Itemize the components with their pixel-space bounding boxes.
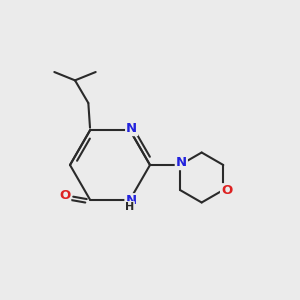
Text: N: N <box>125 194 136 207</box>
Text: N: N <box>126 122 137 135</box>
Text: O: O <box>221 184 232 197</box>
Text: H: H <box>125 202 134 212</box>
Text: N: N <box>176 156 187 169</box>
Text: O: O <box>59 189 70 202</box>
